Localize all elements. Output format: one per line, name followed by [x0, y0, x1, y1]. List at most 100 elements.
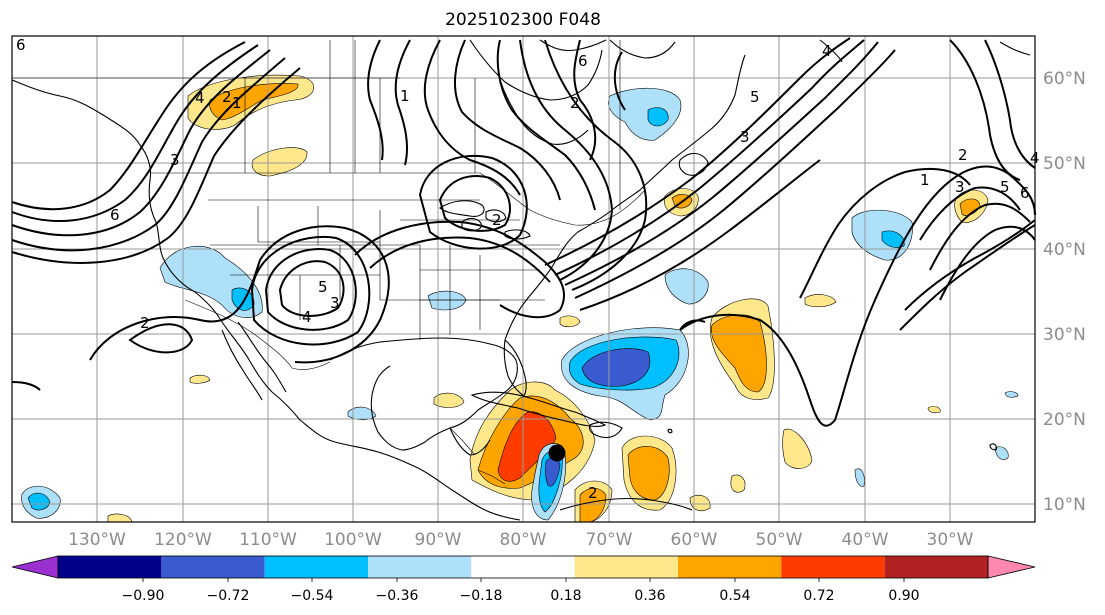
island	[678, 152, 709, 176]
contour-line	[11, 57, 286, 252]
contour-line	[939, 225, 1036, 301]
contour-label: 6	[16, 36, 26, 54]
contour-label: 6	[110, 206, 120, 224]
island	[588, 421, 623, 439]
map-frame	[11, 35, 1036, 523]
contour-line	[369, 236, 551, 283]
lon-label: 110°W	[239, 530, 297, 550]
coastline	[639, 54, 746, 191]
coastline	[11, 79, 273, 393]
lake	[504, 229, 531, 240]
contour-label-layer: 6 2 3 4 1 2 5 6 3 2 6 4 1 2 3 5 6 4 1 2 …	[16, 36, 1040, 502]
negative-anomaly-core	[647, 107, 669, 127]
contour-line	[11, 67, 301, 264]
colorbar-extend-low	[11, 555, 59, 579]
figure-title: 2025102300 F048	[445, 10, 601, 30]
positive-anomaly-area	[804, 294, 837, 308]
contour-line	[354, 220, 565, 319]
lat-label: 60°N	[1043, 69, 1086, 89]
colorbar-extend-high	[987, 555, 1036, 579]
positive-anomaly-area	[730, 474, 746, 493]
lake	[439, 200, 485, 217]
contour-label: 5	[1000, 178, 1010, 196]
contour-label: 2	[492, 211, 502, 229]
island	[470, 391, 607, 427]
colorbar-tick-label: 0.18	[550, 588, 581, 604]
coastline	[559, 497, 693, 511]
lat-label: 30°N	[1043, 325, 1086, 345]
negative-anomaly-area	[347, 406, 377, 421]
coastline	[329, 337, 518, 451]
negative-anomaly-core	[881, 230, 905, 248]
contour-label: 2	[222, 88, 232, 106]
contour-label: 1	[920, 171, 930, 189]
colorbar	[11, 555, 1036, 582]
lon-label: 50°W	[756, 530, 803, 550]
positive-anomaly-core	[627, 446, 670, 501]
contour-line	[929, 202, 1031, 271]
coastlines	[11, 39, 1031, 521]
positive-anomaly-area	[689, 495, 711, 511]
contour-line	[519, 39, 614, 281]
colorbar-segment	[58, 556, 162, 578]
coastline	[237, 321, 287, 393]
contour-line	[394, 39, 411, 166]
colorbar-segment	[678, 556, 782, 578]
contour-label: 3	[955, 178, 965, 196]
lon-label: 90°W	[415, 530, 462, 550]
colorbar-tick-label: −0.54	[291, 588, 334, 604]
contour-line	[367, 39, 384, 161]
negative-anomaly-area	[994, 446, 1009, 460]
island	[667, 428, 673, 434]
country-border	[479, 172, 646, 226]
lon-label: 120°W	[154, 530, 212, 550]
contour-label: 4	[822, 42, 832, 60]
colorbar-tick-label: −0.36	[376, 588, 419, 604]
country-border	[449, 427, 476, 456]
coastline	[221, 329, 263, 401]
contour-line	[89, 225, 390, 364]
country-border	[184, 299, 331, 370]
contour-line	[438, 175, 511, 232]
contour-line	[799, 167, 971, 299]
contour-line	[454, 39, 561, 201]
storm-center-marker	[548, 444, 566, 462]
contour-label: 6	[578, 52, 588, 70]
lon-label: 100°W	[324, 530, 382, 550]
contour-label: 1	[232, 94, 242, 112]
colorbar-tick-label: −0.72	[207, 588, 250, 604]
positive-anomaly-area	[559, 315, 581, 328]
positive-anomaly-area	[433, 392, 465, 408]
lon-label: 30°W	[927, 530, 974, 550]
contour-label: 5	[318, 278, 328, 296]
contour-label: 2	[140, 314, 150, 332]
contour-line	[919, 186, 1021, 241]
positive-anomaly-core	[579, 487, 607, 523]
contour-line	[613, 51, 626, 111]
positive-anomaly-area	[251, 147, 308, 177]
lon-label: 60°W	[671, 530, 718, 550]
contour-line	[278, 260, 345, 317]
lat-label: 10°N	[1043, 495, 1086, 515]
positive-anomaly-area	[189, 374, 211, 384]
coastline	[449, 427, 491, 456]
island	[989, 443, 998, 451]
contour-line	[679, 319, 706, 331]
contour-line	[573, 39, 597, 161]
positive-anomaly-area	[782, 428, 813, 469]
coastline	[999, 41, 1031, 56]
political-borders	[11, 36, 646, 485]
contour-label: 5	[750, 88, 760, 106]
lat-label: 20°N	[1043, 410, 1086, 430]
colorbar-tick-label: −0.90	[122, 588, 165, 604]
contour-line	[579, 159, 821, 311]
contour-line	[554, 39, 865, 276]
coastline	[609, 39, 676, 59]
lat-label: 40°N	[1043, 240, 1086, 260]
colorbar-tick-label: 0.36	[634, 588, 665, 604]
coastline	[469, 39, 603, 101]
negative-anomaly-area	[1004, 391, 1019, 398]
map-panel: 6 2 3 4 1 2 5 6 3 2 6 4 1 2 3 5 6 4 1 2 …	[11, 35, 1040, 523]
colorbar-segment	[574, 556, 678, 578]
